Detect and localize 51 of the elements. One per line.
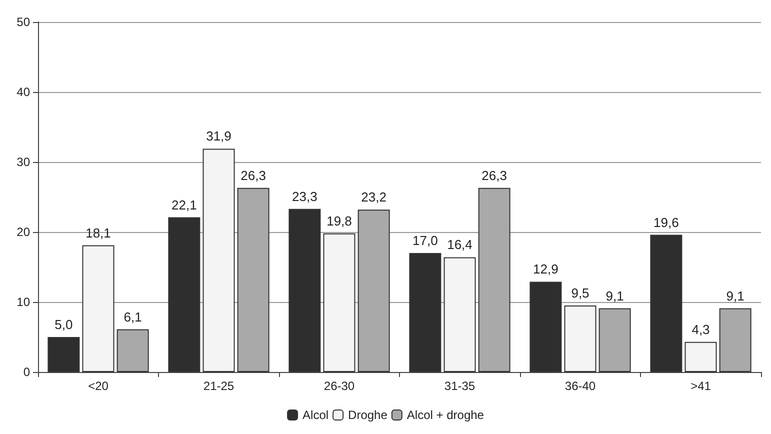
bar bbox=[202, 148, 235, 372]
bar bbox=[478, 188, 510, 372]
bar bbox=[409, 253, 442, 372]
y-tick-label: 0 bbox=[23, 365, 30, 379]
data-label: 9,5 bbox=[571, 286, 590, 300]
legend-label: Alcol + droghe bbox=[406, 408, 484, 422]
bar bbox=[719, 308, 752, 372]
data-label: 23,3 bbox=[292, 188, 318, 204]
data-label: 26,3 bbox=[482, 168, 507, 183]
bar bbox=[650, 234, 682, 372]
data-label: 23,2 bbox=[361, 190, 386, 205]
bar bbox=[444, 257, 476, 372]
y-tick-label: 20 bbox=[16, 225, 30, 239]
legend-label: Droghe bbox=[348, 408, 388, 422]
bar bbox=[323, 233, 356, 372]
bar bbox=[168, 217, 200, 372]
bar bbox=[564, 306, 596, 372]
x-tick-label: 21-25 bbox=[203, 379, 234, 393]
data-label: 16,4 bbox=[447, 237, 472, 252]
bar bbox=[288, 208, 321, 372]
data-label: 26,3 bbox=[240, 168, 266, 183]
y-tick-label: 10 bbox=[16, 295, 30, 309]
x-tick-label: <20 bbox=[88, 379, 109, 393]
bar bbox=[48, 337, 80, 372]
y-tick-label: 40 bbox=[16, 85, 30, 99]
bar bbox=[530, 282, 562, 372]
x-tick-label: >41 bbox=[690, 379, 712, 393]
bar bbox=[237, 188, 270, 372]
x-tick-label: 36-40 bbox=[564, 379, 596, 393]
y-tick-label: 30 bbox=[16, 155, 30, 169]
bar bbox=[116, 329, 149, 372]
data-label: 18,1 bbox=[86, 225, 111, 240]
data-label: 31,9 bbox=[206, 128, 232, 144]
data-label: 12,9 bbox=[533, 262, 558, 277]
data-label: 6,1 bbox=[124, 309, 142, 324]
bar bbox=[82, 245, 114, 372]
legend-label: Alcol bbox=[302, 408, 329, 422]
y-tick-label: 50 bbox=[16, 15, 30, 29]
bar bbox=[598, 308, 631, 372]
data-label: 9,1 bbox=[726, 288, 744, 304]
data-label: 19,8 bbox=[326, 213, 352, 228]
data-label: 4,3 bbox=[692, 322, 710, 337]
data-label: 17,0 bbox=[412, 233, 438, 248]
data-label: 9,1 bbox=[606, 288, 624, 304]
x-tick-label: 26-30 bbox=[324, 379, 355, 393]
data-label: 19,6 bbox=[654, 214, 679, 230]
bar bbox=[684, 342, 717, 372]
data-label: 22,1 bbox=[172, 197, 197, 212]
x-tick-label: 31-35 bbox=[444, 379, 476, 393]
data-label: 5,0 bbox=[54, 317, 73, 332]
bar bbox=[358, 210, 390, 372]
